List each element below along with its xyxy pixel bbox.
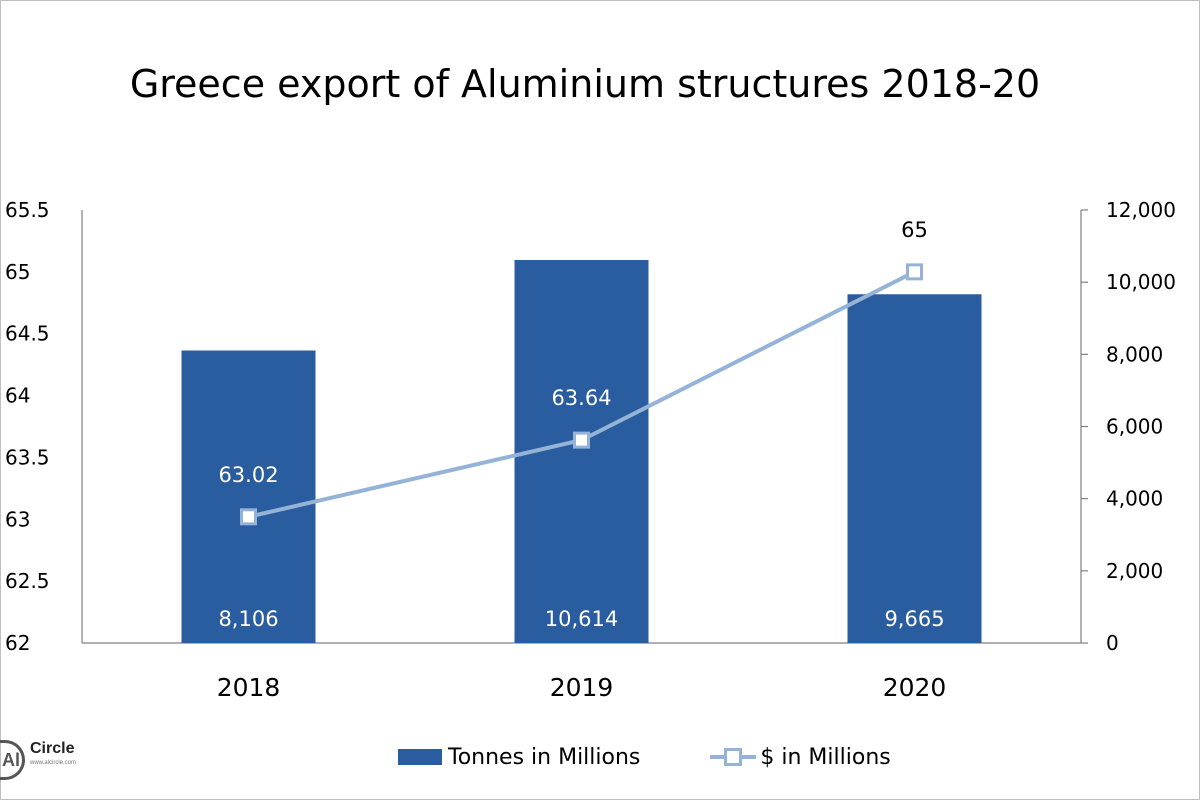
- left-tick-label: 63: [5, 507, 30, 531]
- left-tick-label: 62: [5, 631, 30, 655]
- left-tick-label: 65.5: [5, 198, 50, 222]
- line-value-label: 63.02: [218, 463, 278, 487]
- legend-swatch-bar: [398, 749, 442, 765]
- legend-item-tonnes[interactable]: Tonnes in Millions: [398, 745, 640, 770]
- right-tick-label: 0: [1106, 631, 1119, 655]
- alcircle-logo: Al Circle www.alcircle.com: [0, 738, 80, 780]
- bar-2020: [847, 294, 982, 643]
- left-tick-label: 65: [5, 260, 30, 284]
- legend-label-tonnes: Tonnes in Millions: [448, 744, 641, 770]
- bar-value-label: 9,665: [884, 607, 944, 631]
- bar-value-label: 8,106: [218, 607, 278, 631]
- chart-legend: Tonnes in Millions $ in Millions: [398, 742, 961, 772]
- x-tick-label: 2018: [217, 673, 281, 702]
- line-marker-2019: [573, 431, 590, 449]
- line-marker-2018: [240, 508, 257, 526]
- right-tick-label: 6,000: [1106, 415, 1163, 439]
- right-tick-label: 12,000: [1106, 198, 1176, 222]
- logo-word: Circle: [30, 740, 75, 757]
- x-tick-label: 2019: [550, 673, 614, 702]
- legend-swatch-line: [710, 747, 757, 767]
- line-value-label: 65: [901, 218, 928, 242]
- left-tick-label: 64.5: [5, 322, 50, 346]
- logo-url: www.alcircle.com: [30, 760, 77, 766]
- right-tick-label: 2,000: [1106, 559, 1163, 583]
- chart-title: Greece export of Aluminium structures 20…: [129, 62, 1041, 106]
- bar-value-label: 10,614: [545, 607, 618, 631]
- legend-label-dollars: $ in Millions: [760, 744, 891, 770]
- x-tick-label: 2020: [883, 673, 947, 702]
- left-tick-label: 63.5: [5, 445, 50, 469]
- right-tick-label: 4,000: [1106, 487, 1163, 511]
- left-tick-label: 62.5: [5, 569, 50, 593]
- legend-item-dollars[interactable]: $ in Millions: [710, 744, 891, 770]
- left-tick-label: 64: [5, 384, 30, 408]
- right-tick-label: 10,000: [1106, 270, 1176, 294]
- right-tick-label: 8,000: [1106, 342, 1163, 366]
- line-value-label: 63.64: [551, 386, 611, 410]
- logo-mark: Al: [0, 740, 25, 780]
- bar-2018: [181, 350, 316, 643]
- line-marker-2020: [906, 263, 923, 281]
